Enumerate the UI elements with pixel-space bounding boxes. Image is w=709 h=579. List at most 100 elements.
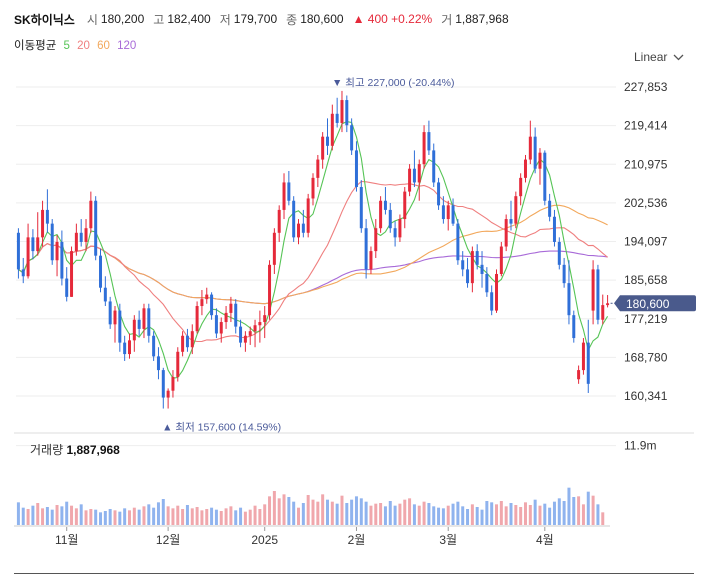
- volume-bar: [16, 502, 20, 525]
- scale-label: Linear: [634, 50, 668, 64]
- volume-bar: [485, 501, 489, 525]
- low-label: 저: [219, 12, 231, 27]
- candle-body: [84, 228, 88, 242]
- volume-bar: [272, 491, 276, 525]
- volume-bar: [548, 507, 552, 525]
- candle-body: [403, 191, 407, 220]
- candle-body: [538, 152, 542, 169]
- candle-body: [137, 319, 141, 329]
- candle-body: [45, 209, 49, 224]
- volume-bar: [190, 508, 194, 525]
- candle-body: [456, 223, 460, 261]
- candle-body: [224, 312, 228, 323]
- ma-5[interactable]: 5: [63, 40, 70, 52]
- volume-bar: [437, 507, 441, 525]
- candle-body: [577, 370, 581, 380]
- candle-body: [437, 182, 441, 206]
- candle-body: [364, 228, 368, 270]
- volume-bar: [499, 501, 503, 525]
- candle-body: [369, 251, 373, 270]
- candle-body: [142, 308, 146, 329]
- candle-body: [509, 219, 513, 224]
- candle-body: [195, 306, 199, 332]
- ma-60[interactable]: 60: [97, 40, 110, 52]
- volume-bar: [224, 508, 228, 525]
- candle-body: [321, 136, 325, 160]
- candle-body: [504, 219, 508, 247]
- volume-bar: [398, 503, 402, 525]
- volume-bar: [456, 501, 460, 525]
- volume-bar: [118, 511, 122, 525]
- volume-bar: [36, 503, 40, 525]
- candle-body: [586, 342, 590, 384]
- x-tick-label: 11월: [55, 533, 79, 547]
- volume-bar: [142, 506, 146, 525]
- ma-20[interactable]: 20: [77, 40, 90, 52]
- candle-body: [601, 305, 605, 320]
- volume-bar: [45, 507, 49, 525]
- candle-body: [166, 390, 170, 398]
- volume-bar: [205, 509, 209, 525]
- volume-bar: [557, 498, 561, 525]
- candle-body: [306, 198, 310, 233]
- candle-body: [181, 335, 185, 352]
- volume-bar: [239, 507, 243, 525]
- candle-body: [499, 246, 503, 274]
- candle-body: [398, 219, 402, 238]
- scale-dropdown[interactable]: Linear: [634, 50, 684, 64]
- candle-body: [311, 177, 315, 199]
- volume-bar: [466, 509, 470, 525]
- volume-bar: [258, 509, 262, 525]
- volume-bar: [277, 498, 281, 525]
- change-value: ▲ 400 +0.22%: [352, 12, 433, 26]
- volume-bar: [60, 506, 64, 525]
- candle-body: [519, 177, 523, 197]
- candle-body: [533, 136, 537, 169]
- volume-bar: [523, 502, 527, 525]
- volume-bar: [514, 505, 518, 525]
- current-price-label: 180,600: [626, 297, 670, 311]
- volume-bar: [379, 503, 383, 525]
- candle-body: [239, 326, 243, 343]
- candle-body: [253, 325, 257, 332]
- candle-body: [432, 150, 436, 183]
- candle-body: [79, 232, 83, 242]
- candle-body: [417, 164, 421, 183]
- volume-bar: [470, 504, 474, 525]
- bottom-divider: [14, 573, 694, 574]
- y-tick-label: 185,658: [624, 273, 668, 287]
- ma-60-line: [18, 204, 608, 305]
- volume-bar: [292, 501, 296, 525]
- high-label: 고: [153, 12, 165, 27]
- volume-bar: [70, 505, 74, 525]
- volume-bar: [393, 505, 397, 525]
- volume-panel-label: 거래량 1,887,968: [30, 441, 120, 458]
- candle-body: [26, 237, 30, 277]
- volume-bar: [335, 503, 339, 525]
- volume-bar: [94, 509, 98, 525]
- volume-bar: [166, 506, 170, 525]
- chevron-down-icon: [673, 54, 684, 60]
- volume-grid: [14, 445, 616, 527]
- volume-bar: [132, 507, 136, 525]
- candle-body: [123, 342, 127, 355]
- low-value: 179,700: [233, 12, 278, 26]
- candle-body: [94, 200, 98, 256]
- volume-bar: [176, 505, 180, 525]
- candle-body: [210, 294, 214, 316]
- candle-body: [36, 237, 40, 252]
- price-axis: 227,853 219,414 210,975 202,536 194,097 185,6…: [624, 80, 668, 453]
- volume-bar: [306, 495, 310, 525]
- volume-bar: [383, 506, 387, 525]
- volume-bar: [316, 501, 320, 525]
- volume-bar: [26, 509, 30, 525]
- candle-body: [301, 223, 305, 233]
- candle-body: [258, 322, 262, 326]
- volume-bar: [475, 507, 479, 525]
- y-tick-label: 202,536: [624, 196, 668, 210]
- ma-120[interactable]: 120: [117, 40, 137, 52]
- x-tick-label: 3월: [439, 533, 457, 547]
- moving-average-legend[interactable]: 이동평균 5 20 60 120: [14, 37, 140, 53]
- candle-body: [229, 303, 233, 313]
